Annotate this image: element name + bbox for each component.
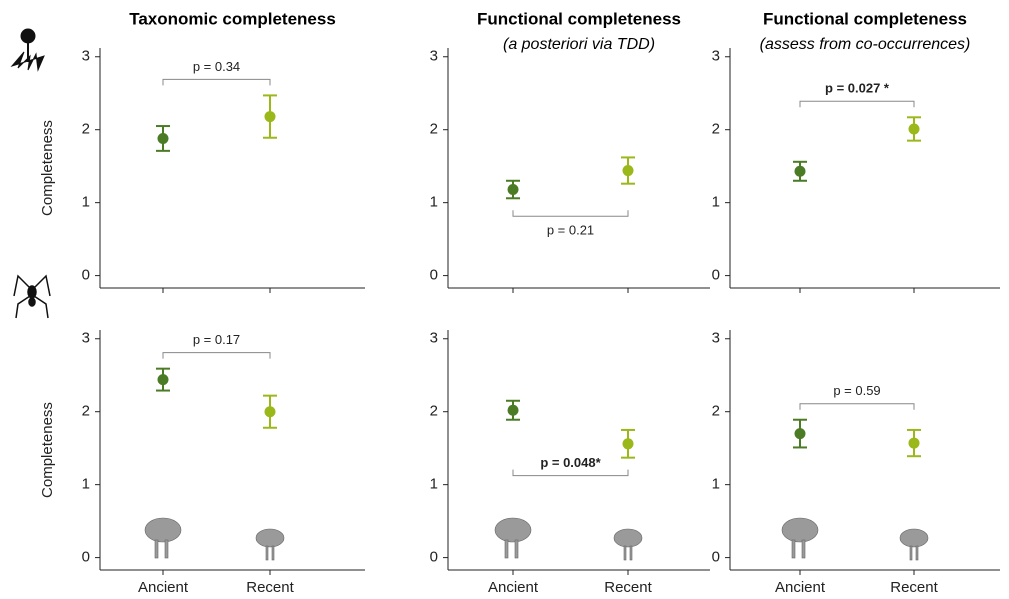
panel-title: Functional completeness <box>763 9 967 28</box>
y-tick-label: 3 <box>712 330 720 347</box>
p-value: p = 0.027 * <box>825 81 890 96</box>
y-tick-label: 2 <box>82 403 90 420</box>
bracket <box>799 100 915 108</box>
y-tick-label: 0 <box>430 267 438 284</box>
y-tick-label: 0 <box>712 549 720 566</box>
bracket <box>512 469 629 477</box>
p-value: p = 0.59 <box>833 383 880 398</box>
y-tick-label: 1 <box>430 476 438 493</box>
x-tick-label: Ancient <box>138 579 189 596</box>
y-axis-label: Completeness <box>39 120 56 216</box>
x-tick-label: Ancient <box>775 579 826 596</box>
bracket <box>162 352 271 359</box>
bracket <box>799 403 915 410</box>
point <box>794 428 806 440</box>
y-tick-label: 1 <box>712 476 720 493</box>
y-tick-label: 3 <box>82 330 90 347</box>
panel-title: Taxonomic completeness <box>129 9 336 28</box>
y-tick-label: 3 <box>712 48 720 65</box>
point <box>908 123 920 135</box>
y-tick-label: 0 <box>82 549 90 566</box>
p-value: p = 0.34 <box>193 59 240 74</box>
dandelion-icon <box>10 28 45 72</box>
y-tick-label: 1 <box>712 194 720 211</box>
y-tick-label: 3 <box>82 48 90 65</box>
bracket <box>162 78 271 86</box>
y-tick-label: 2 <box>712 121 720 138</box>
point <box>507 184 519 196</box>
tree-icons <box>144 517 929 561</box>
point <box>507 404 519 416</box>
x-tick-label: Recent <box>604 579 652 596</box>
y-tick-label: 2 <box>430 121 438 138</box>
point <box>157 132 169 144</box>
bracket <box>512 210 629 217</box>
x-tick-label: Recent <box>246 579 294 596</box>
x-tick-label: Recent <box>890 579 938 596</box>
x-tick-label: Ancient <box>488 579 539 596</box>
y-tick-label: 0 <box>430 549 438 566</box>
panel-subtitle: (a posteriori via TDD) <box>503 36 655 53</box>
p-value: p = 0.21 <box>547 223 594 238</box>
point <box>622 438 634 450</box>
y-tick-label: 2 <box>712 403 720 420</box>
p-value: p = 0.17 <box>193 332 240 347</box>
y-tick-label: 2 <box>430 403 438 420</box>
panel-title: Functional completeness <box>477 9 681 28</box>
spider-icon <box>13 274 51 319</box>
panel-subtitle: (assess from co-occurrences) <box>760 36 971 53</box>
y-tick-label: 1 <box>82 194 90 211</box>
y-tick-label: 3 <box>430 330 438 347</box>
point <box>908 437 920 449</box>
y-tick-label: 0 <box>82 267 90 284</box>
point <box>157 374 169 386</box>
p-value: p = 0.048* <box>540 455 601 470</box>
y-tick-label: 1 <box>430 194 438 211</box>
point <box>794 165 806 177</box>
point <box>264 406 276 418</box>
point <box>264 111 276 123</box>
y-tick-label: 0 <box>712 267 720 284</box>
y-tick-label: 3 <box>430 48 438 65</box>
y-tick-label: 1 <box>82 476 90 493</box>
y-axis-label: Completeness <box>39 402 56 498</box>
y-tick-label: 2 <box>82 121 90 138</box>
point <box>622 165 634 177</box>
